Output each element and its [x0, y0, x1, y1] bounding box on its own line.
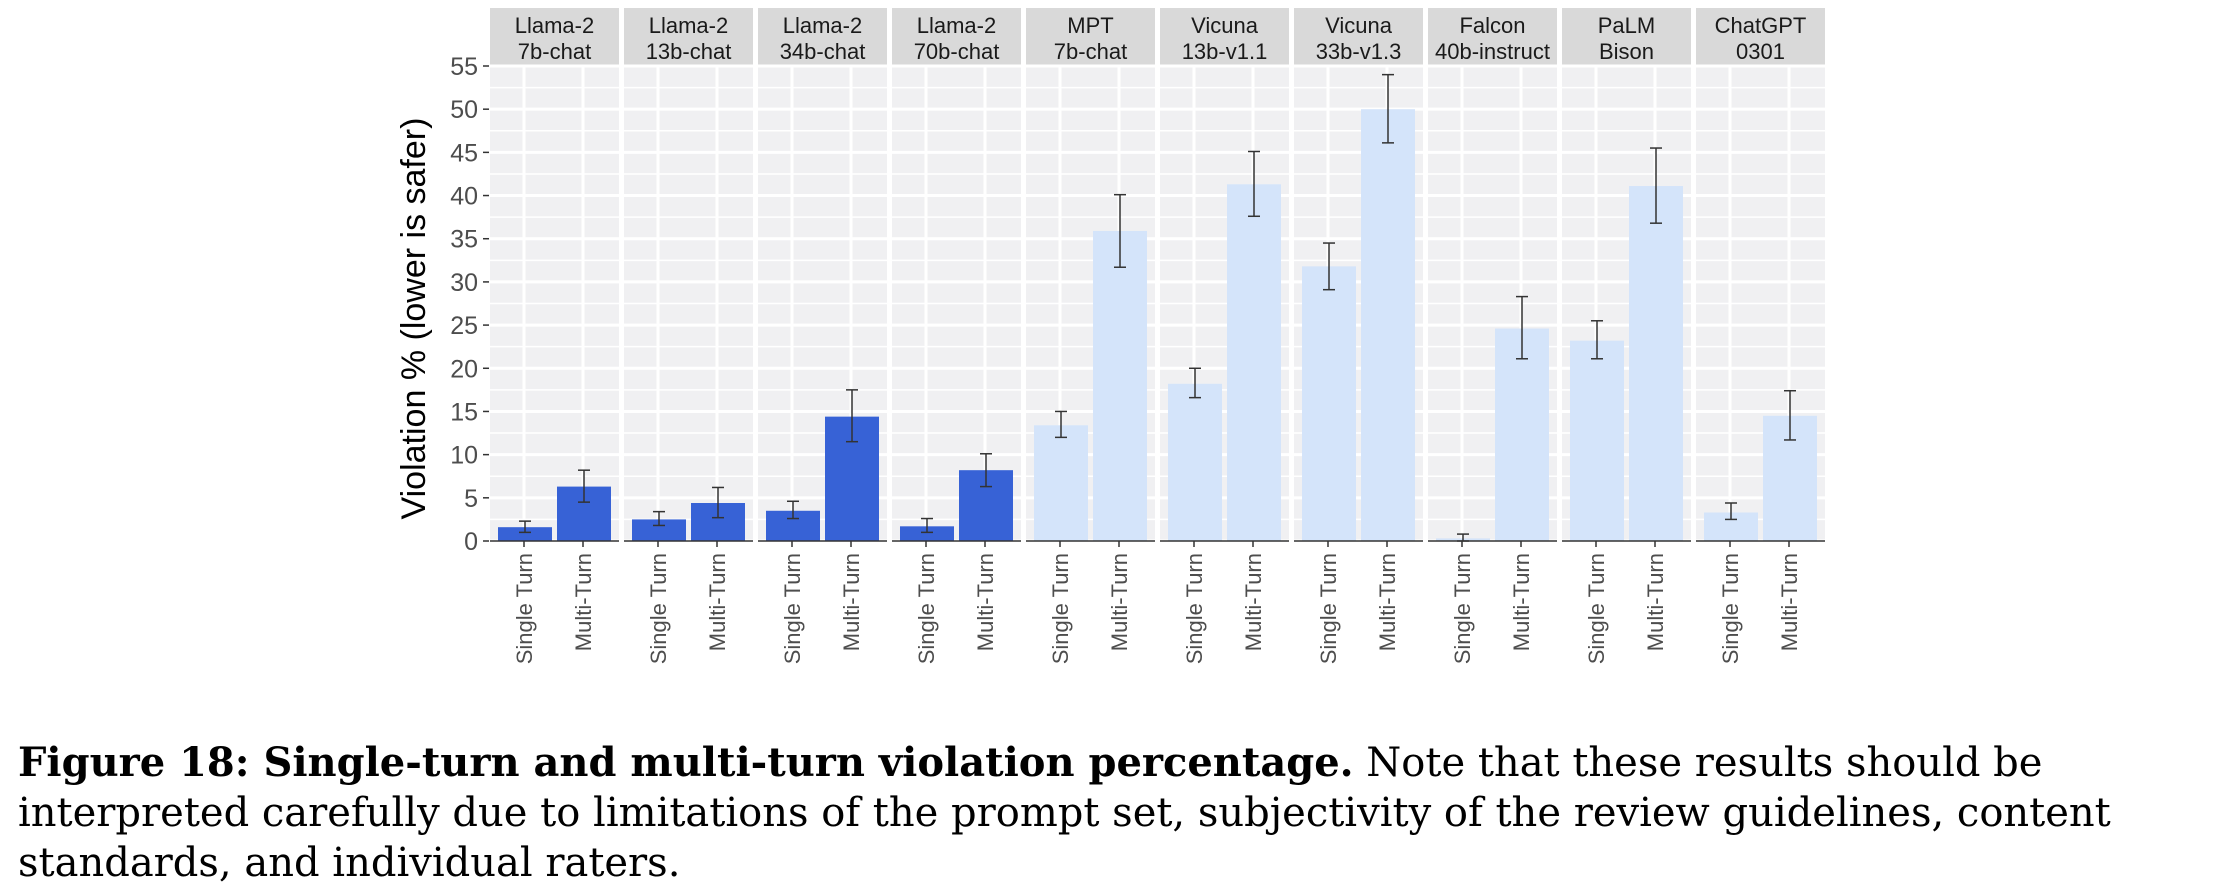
x-tick-label: Multi-Turn	[1777, 553, 1802, 651]
bar	[1302, 266, 1356, 541]
panel-title-line2: 33b-v1.3	[1316, 39, 1402, 64]
x-tick-label: Multi-Turn	[1509, 553, 1534, 651]
y-axis-title: Violation % (lower is safer)	[395, 118, 433, 520]
panel-strip	[1696, 8, 1825, 66]
x-tick-label: Single Turn	[512, 553, 537, 664]
panel-title-line1: MPT	[1067, 13, 1113, 38]
y-tick-label: 30	[450, 269, 478, 297]
panel-title-line2: 13b-v1.1	[1182, 39, 1268, 64]
x-tick-label: Single Turn	[1718, 553, 1743, 664]
x-tick-label: Single Turn	[1182, 553, 1207, 664]
bar	[498, 527, 552, 541]
y-tick-label: 20	[450, 355, 478, 383]
x-tick-label: Multi-Turn	[571, 553, 596, 651]
bar	[1495, 328, 1549, 541]
panel-title-line2: 7b-chat	[518, 39, 591, 64]
caption-text: Note that these results should be interp…	[18, 740, 2111, 886]
panel-title-line2: 0301	[1736, 39, 1785, 64]
panel-title-line1: Llama-2	[783, 13, 862, 38]
panel-strip	[1026, 8, 1155, 66]
panel-strip	[758, 8, 887, 66]
y-tick-label: 0	[464, 528, 478, 556]
x-tick-label: Single Turn	[1316, 553, 1341, 664]
y-tick-label: 40	[450, 183, 478, 211]
x-tick-label: Multi-Turn	[839, 553, 864, 651]
x-tick-label: Multi-Turn	[1241, 553, 1266, 651]
panel-title-line1: PaLM	[1598, 13, 1655, 38]
y-tick-label: 45	[450, 139, 478, 167]
panel-strip	[624, 8, 753, 66]
chart: Violation % (lower is safer) 0 5 10 15 20 25 30…	[395, 8, 1825, 664]
panel-title-line1: Llama-2	[515, 13, 594, 38]
x-tick-label: Multi-Turn	[1643, 553, 1668, 651]
panel-strip	[1562, 8, 1691, 66]
bar	[1227, 184, 1281, 541]
y-tick-label: 5	[464, 485, 478, 513]
panel-strip	[892, 8, 1021, 66]
panel-title-line1: ChatGPT	[1715, 13, 1807, 38]
y-tick-label: 35	[450, 226, 478, 254]
panel-title-line2: 34b-chat	[780, 39, 866, 64]
bar	[632, 519, 686, 541]
x-tick-label: Single Turn	[1450, 553, 1475, 664]
bar	[1168, 383, 1222, 541]
bar	[1034, 425, 1088, 541]
panel-title-line2: 70b-chat	[914, 39, 1000, 64]
x-tick-label: Multi-Turn	[1107, 553, 1132, 651]
panel-strip	[1294, 8, 1423, 66]
panel-strip	[1428, 8, 1557, 66]
panel-title-line1: Llama-2	[649, 13, 728, 38]
panel-title-line1: Vicuna	[1191, 13, 1259, 38]
panel-title-line2: 40b-instruct	[1435, 39, 1550, 64]
x-tick-label: Single Turn	[1048, 553, 1073, 664]
x-tick-label: Multi-Turn	[705, 553, 730, 651]
caption-bold: Figure 18: Single-turn and multi-turn vi…	[18, 739, 1354, 786]
y-tick-label: 10	[450, 442, 478, 470]
figure-caption: Figure 18: Single-turn and multi-turn vi…	[18, 738, 2208, 888]
y-tick-label: 55	[450, 53, 478, 81]
panel-strip	[1160, 8, 1289, 66]
y-tick-label: 25	[450, 312, 478, 340]
panel-strip	[490, 8, 619, 66]
bar	[1361, 109, 1415, 541]
panel-title-line2: 13b-chat	[646, 39, 732, 64]
x-tick-label: Single Turn	[646, 553, 671, 664]
x-tick-label: Single Turn	[1584, 553, 1609, 664]
bar	[900, 526, 954, 541]
bar	[1093, 230, 1147, 542]
x-tick-label: Multi-Turn	[973, 553, 998, 651]
panel-title-line2: 7b-chat	[1054, 39, 1127, 64]
x-tick-label: Single Turn	[780, 553, 805, 664]
y-tick-label: 15	[450, 398, 478, 426]
bar	[1570, 340, 1624, 541]
x-tick-label: Single Turn	[914, 553, 939, 664]
panel-title-line1: Falcon	[1459, 13, 1525, 38]
panel-title-line1: Vicuna	[1325, 13, 1393, 38]
x-tick-label: Multi-Turn	[1375, 553, 1400, 651]
panel-title-line1: Llama-2	[917, 13, 996, 38]
y-tick-label: 50	[450, 96, 478, 124]
panel-title-line2: Bison	[1599, 39, 1654, 64]
bar	[1629, 186, 1683, 541]
